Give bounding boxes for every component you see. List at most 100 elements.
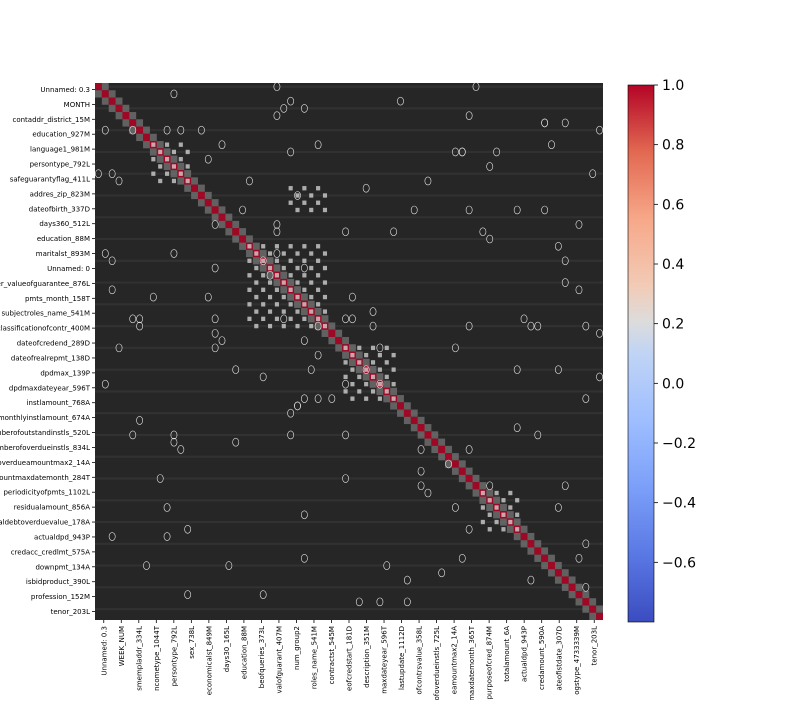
near-diagonal-cell bbox=[177, 162, 185, 171]
correlated-cell bbox=[295, 294, 300, 300]
cell-annotation-glyph bbox=[129, 430, 137, 440]
column-label: ofoverdueinstls_725L bbox=[433, 626, 441, 700]
near-diagonal-cell bbox=[417, 431, 425, 439]
cell-annotation-glyph bbox=[554, 241, 562, 251]
colorbar-tick-label: 0.4 bbox=[662, 257, 684, 273]
cell-annotation-glyph bbox=[575, 220, 583, 229]
annotation-texture-row bbox=[95, 107, 603, 110]
cell-annotation-glyph bbox=[554, 503, 562, 512]
correlated-cell bbox=[267, 294, 273, 300]
near-diagonal-cell bbox=[101, 97, 109, 105]
near-diagonal-cell bbox=[465, 467, 473, 475]
row-label: tenor_203L bbox=[51, 608, 91, 616]
cell-annotation-glyph bbox=[115, 176, 123, 186]
cell-annotation-glyph bbox=[204, 292, 212, 302]
annotation-texture-row bbox=[95, 586, 603, 589]
correlated-cell bbox=[480, 505, 485, 510]
near-diagonal-cell bbox=[513, 518, 521, 526]
near-diagonal-cell bbox=[479, 482, 487, 490]
near-diagonal-cell bbox=[369, 380, 377, 388]
cell-annotation-glyph bbox=[472, 82, 480, 91]
correlated-cell bbox=[350, 396, 355, 401]
cell-annotation-glyph bbox=[170, 430, 178, 440]
near-diagonal-cell bbox=[108, 104, 116, 113]
column-label: WEEK_NUM bbox=[118, 626, 126, 666]
annotation-texture-row bbox=[95, 390, 603, 393]
correlated-cell bbox=[309, 280, 314, 285]
near-diagonal-cell bbox=[589, 598, 597, 606]
near-diagonal-cell bbox=[314, 322, 322, 330]
cell-annotation-glyph bbox=[589, 169, 597, 179]
correlated-cell bbox=[302, 186, 307, 191]
correlated-cell bbox=[288, 273, 293, 278]
cell-annotation-glyph bbox=[369, 307, 377, 316]
diagonal-cell bbox=[136, 126, 144, 134]
correlated-cell bbox=[357, 389, 362, 394]
near-diagonal-cell bbox=[321, 315, 329, 323]
near-diagonal-cell bbox=[458, 460, 466, 468]
near-diagonal-cell bbox=[500, 503, 507, 512]
cell-annotation-glyph bbox=[452, 147, 459, 157]
correlated-cell bbox=[274, 244, 279, 249]
near-diagonal-cell bbox=[122, 104, 130, 113]
column-label: credamount_590A bbox=[538, 626, 546, 690]
near-diagonal-cell bbox=[355, 366, 363, 374]
diagonal-cell bbox=[95, 83, 102, 91]
near-diagonal-cell bbox=[156, 155, 164, 163]
near-diagonal-cell bbox=[575, 583, 583, 591]
diagonal-cell bbox=[197, 191, 205, 200]
cell-annotation-glyph bbox=[218, 140, 226, 149]
cell-annotation-glyph bbox=[561, 118, 569, 128]
correlated-cell bbox=[151, 142, 156, 147]
annotation-texture-row bbox=[95, 608, 603, 611]
row-label: maritalst_893M bbox=[36, 250, 90, 258]
cell-annotation-glyph bbox=[314, 350, 322, 360]
near-diagonal-cell bbox=[431, 445, 439, 454]
cell-annotation-glyph bbox=[184, 524, 192, 534]
correlated-cell bbox=[343, 389, 348, 394]
near-diagonal-cell bbox=[506, 525, 514, 533]
column-axis: Unnamed: 0.3 WEEK_NUM smempladdr_334L ncome… bbox=[100, 620, 599, 701]
diagonal-cell bbox=[520, 532, 528, 541]
near-diagonal-cell bbox=[252, 242, 260, 250]
cell-annotation-glyph bbox=[225, 561, 233, 570]
cell-annotation-glyph bbox=[280, 104, 288, 113]
row-label: dateofcredend_289D bbox=[17, 340, 90, 348]
cell-annotation-glyph bbox=[527, 321, 535, 331]
near-diagonal-cell bbox=[191, 191, 198, 200]
correlated-cell bbox=[316, 302, 321, 307]
near-diagonal-cell bbox=[294, 286, 301, 294]
correlated-cell bbox=[322, 193, 328, 198]
correlated-cell bbox=[494, 519, 499, 525]
row-label: dpdmaxdateyear_596T bbox=[9, 384, 91, 392]
cell-annotation-glyph bbox=[287, 430, 295, 440]
near-diagonal-cell bbox=[403, 416, 411, 425]
correlated-cell bbox=[151, 171, 156, 176]
near-diagonal-cell bbox=[211, 199, 219, 207]
correlated-cell bbox=[158, 164, 163, 169]
cell-annotation-glyph bbox=[417, 445, 425, 454]
row-label: mberofoverdueinstls_834L bbox=[0, 444, 90, 452]
near-diagonal-cell bbox=[300, 307, 308, 316]
cell-annotation-glyph bbox=[349, 314, 356, 324]
correlated-cell bbox=[322, 280, 328, 285]
cell-annotation-glyph bbox=[355, 597, 363, 607]
cell-annotation-glyph bbox=[266, 271, 274, 280]
correlated-cell bbox=[295, 280, 300, 285]
correlated-cell bbox=[316, 244, 321, 249]
row-label: residualamount_856A bbox=[14, 504, 91, 512]
cell-annotation-glyph bbox=[143, 561, 150, 570]
cell-annotation-glyph bbox=[163, 532, 171, 541]
near-diagonal-cell bbox=[520, 540, 528, 548]
cell-annotation-glyph bbox=[149, 292, 157, 302]
correlated-cell bbox=[316, 287, 321, 292]
correlated-cell bbox=[350, 352, 355, 358]
column-label: ofcontrsvalue_358L bbox=[416, 626, 424, 695]
correlated-cell bbox=[254, 251, 259, 256]
near-diagonal-cell bbox=[479, 496, 487, 504]
cell-annotation-glyph bbox=[465, 524, 473, 534]
near-diagonal-cell bbox=[438, 453, 446, 461]
diagonal-cell bbox=[445, 453, 452, 461]
correlated-cell bbox=[261, 258, 266, 263]
near-diagonal-cell bbox=[294, 300, 301, 308]
